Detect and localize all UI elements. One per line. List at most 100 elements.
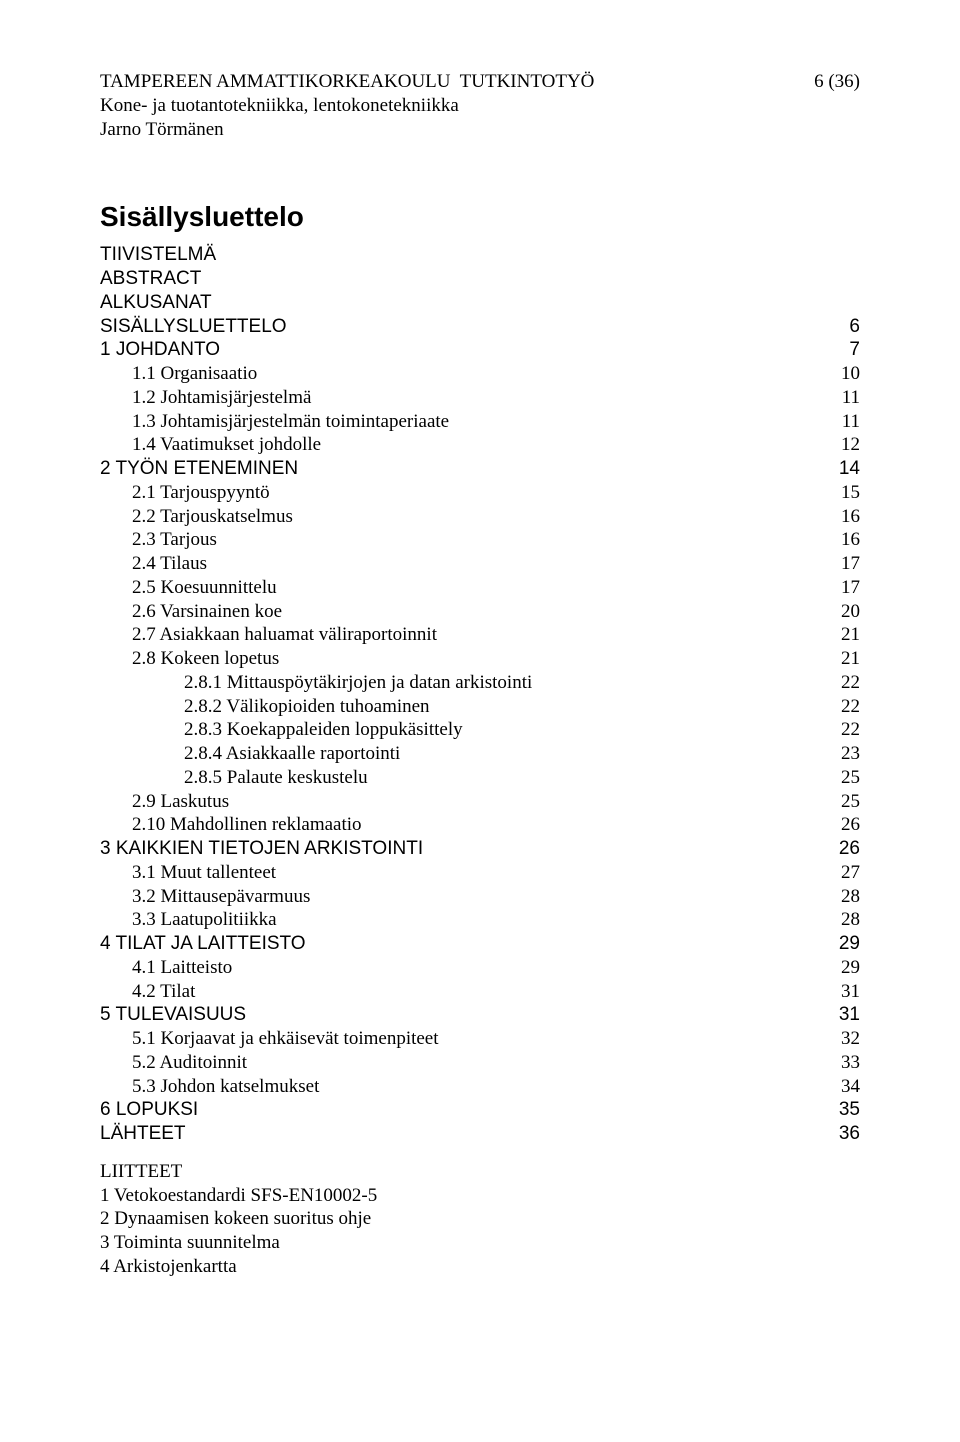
toc-entry-page: 33 xyxy=(830,1051,860,1075)
toc-entry: SISÄLLYSLUETTELO6 xyxy=(100,315,860,339)
appendix-line: 1 Vetokoestandardi SFS-EN10002-5 xyxy=(100,1184,860,1208)
toc-entry-label: 2.9 Laskutus xyxy=(132,790,229,814)
toc-entry: 1 JOHDANTO 7 xyxy=(100,338,860,362)
toc-entry-page: 17 xyxy=(830,552,860,576)
toc-entry-label: TIIVISTELMÄ xyxy=(100,243,216,267)
toc-entry: 2.3 Tarjous 16 xyxy=(100,528,860,552)
toc-entry: 1.1 Organisaatio10 xyxy=(100,362,860,386)
toc-entry-page: 25 xyxy=(830,766,860,790)
toc-entry: 1.3 Johtamisjärjestelmän toimintaperiaat… xyxy=(100,410,860,434)
toc-entry: 2.6 Varsinainen koe 20 xyxy=(100,600,860,624)
toc-entry-page: 15 xyxy=(830,481,860,505)
toc-entry-page: 16 xyxy=(830,505,860,529)
toc-entry-page: 27 xyxy=(830,861,860,885)
toc-entry-page: 16 xyxy=(830,528,860,552)
toc-entry: 3 KAIKKIEN TIETOJEN ARKISTOINTI26 xyxy=(100,837,860,861)
toc-entry-label: 4 TILAT JA LAITTEISTO xyxy=(100,932,306,956)
toc-entry: 6 LOPUKSI 35 xyxy=(100,1098,860,1122)
toc-entry-label: 2.6 Varsinainen koe xyxy=(132,600,282,624)
toc-entry-page: 7 xyxy=(830,338,860,362)
toc-entry-label: 2.8.3 Koekappaleiden loppukäsittely xyxy=(184,718,463,742)
toc-entry-label: 2.8.5 Palaute keskustelu xyxy=(184,766,368,790)
toc-entry-label: 3.1 Muut tallenteet xyxy=(132,861,276,885)
toc-entry: 2.8.2 Välikopioiden tuhoaminen22 xyxy=(100,695,860,719)
appendix-title: LIITTEET xyxy=(100,1160,860,1184)
toc-entry-label: 2.2 Tarjouskatselmus xyxy=(132,505,293,529)
toc-entry: 3.2 Mittausepävarmuus 28 xyxy=(100,885,860,909)
toc-entry-label: ALKUSANAT xyxy=(100,291,212,315)
page-header: TAMPEREEN AMMATTIKORKEAKOULU TUTKINTOTYÖ… xyxy=(100,70,860,141)
toc-entry: ALKUSANAT xyxy=(100,291,860,315)
toc-entry: 2.2 Tarjouskatselmus 16 xyxy=(100,505,860,529)
table-of-contents: TIIVISTELMÄABSTRACTALKUSANATSISÄLLYSLUET… xyxy=(100,243,860,1146)
toc-entry-label: SISÄLLYSLUETTELO xyxy=(100,315,287,339)
toc-entry: 2.8.4 Asiakkaalle raportointi 23 xyxy=(100,742,860,766)
toc-entry-label: 2.8 Kokeen lopetus xyxy=(132,647,279,671)
header-institution: TAMPEREEN AMMATTIKORKEAKOULU TUTKINTOTYÖ xyxy=(100,70,594,94)
toc-entry: 2 TYÖN ETENEMINEN 14 xyxy=(100,457,860,481)
toc-entry-label: 1 JOHDANTO xyxy=(100,338,220,362)
toc-entry-page: 31 xyxy=(830,1003,860,1027)
toc-entry: 2.1 Tarjouspyyntö15 xyxy=(100,481,860,505)
toc-entry: 3.1 Muut tallenteet 27 xyxy=(100,861,860,885)
toc-entry-label: 2.10 Mahdollinen reklamaatio xyxy=(132,813,362,837)
document-page: TAMPEREEN AMMATTIKORKEAKOULU TUTKINTOTYÖ… xyxy=(0,0,960,1349)
toc-entry-page: 22 xyxy=(830,695,860,719)
toc-entry: 2.7 Asiakkaan haluamat väliraportoinnit 2… xyxy=(100,623,860,647)
toc-entry-label: 4.1 Laitteisto xyxy=(132,956,232,980)
header-author: Jarno Törmänen xyxy=(100,118,860,142)
toc-entry-label: 2.7 Asiakkaan haluamat väliraportoinnit xyxy=(132,623,437,647)
toc-entry: 1.2 Johtamisjärjestelmä 11 xyxy=(100,386,860,410)
toc-entry-page: 11 xyxy=(830,410,860,434)
toc-entry: 3.3 Laatupolitiikka28 xyxy=(100,908,860,932)
toc-entry-page: 36 xyxy=(830,1122,860,1146)
toc-entry-page: 11 xyxy=(830,386,860,410)
toc-entry-page: 29 xyxy=(830,932,860,956)
toc-entry: 1.4 Vaatimukset johdolle12 xyxy=(100,433,860,457)
header-program: Kone- ja tuotantotekniikka, lentokonetek… xyxy=(100,94,860,118)
toc-entry-label: 4.2 Tilat xyxy=(132,980,195,1004)
toc-entry-label: 2.3 Tarjous xyxy=(132,528,217,552)
toc-entry-page: 26 xyxy=(830,837,860,861)
header-page-number: 6 (36) xyxy=(814,70,860,94)
toc-entry-label: LÄHTEET xyxy=(100,1122,186,1146)
toc-entry: 2.8.3 Koekappaleiden loppukäsittely 22 xyxy=(100,718,860,742)
toc-entry: 2.8.5 Palaute keskustelu 25 xyxy=(100,766,860,790)
toc-entry-page: 10 xyxy=(830,362,860,386)
toc-entry-label: ABSTRACT xyxy=(100,267,201,291)
toc-entry: TIIVISTELMÄ xyxy=(100,243,860,267)
toc-entry-label: 6 LOPUKSI xyxy=(100,1098,198,1122)
toc-entry: 5.2 Auditoinnit33 xyxy=(100,1051,860,1075)
toc-entry-page: 31 xyxy=(830,980,860,1004)
toc-entry-label: 3.2 Mittausepävarmuus xyxy=(132,885,310,909)
toc-entry-page: 14 xyxy=(830,457,860,481)
toc-entry-label: 2 TYÖN ETENEMINEN xyxy=(100,457,298,481)
toc-entry-label: 2.8.1 Mittauspöytäkirjojen ja datan arki… xyxy=(184,671,532,695)
toc-entry-label: 5.3 Johdon katselmukset xyxy=(132,1075,319,1099)
document-title: Sisällysluettelo xyxy=(100,201,860,233)
toc-entry-page: 32 xyxy=(830,1027,860,1051)
toc-entry-label: 5.1 Korjaavat ja ehkäisevät toimenpiteet xyxy=(132,1027,439,1051)
toc-entry-page: 20 xyxy=(830,600,860,624)
toc-entry-page: 28 xyxy=(830,885,860,909)
toc-entry-label: 1.2 Johtamisjärjestelmä xyxy=(132,386,311,410)
toc-entry-page: 25 xyxy=(830,790,860,814)
toc-entry-page: 17 xyxy=(830,576,860,600)
toc-entry: LÄHTEET 36 xyxy=(100,1122,860,1146)
toc-entry-page: 28 xyxy=(830,908,860,932)
toc-entry: 4.2 Tilat 31 xyxy=(100,980,860,1004)
toc-entry-page: 34 xyxy=(830,1075,860,1099)
toc-entry-page: 22 xyxy=(830,718,860,742)
toc-entry: 2.8.1 Mittauspöytäkirjojen ja datan arki… xyxy=(100,671,860,695)
toc-entry: 2.9 Laskutus 25 xyxy=(100,790,860,814)
toc-entry-label: 5 TULEVAISUUS xyxy=(100,1003,246,1027)
toc-entry: 2.5 Koesuunnittelu17 xyxy=(100,576,860,600)
toc-entry-page: 35 xyxy=(830,1098,860,1122)
toc-entry-page: 23 xyxy=(830,742,860,766)
toc-entry-page: 12 xyxy=(830,433,860,457)
appendix-block: LIITTEET 1 Vetokoestandardi SFS-EN10002-… xyxy=(100,1160,860,1279)
toc-entry-label: 2.8.4 Asiakkaalle raportointi xyxy=(184,742,400,766)
toc-entry-page: 22 xyxy=(830,671,860,695)
toc-entry-page: 21 xyxy=(830,623,860,647)
toc-entry: 4.1 Laitteisto29 xyxy=(100,956,860,980)
